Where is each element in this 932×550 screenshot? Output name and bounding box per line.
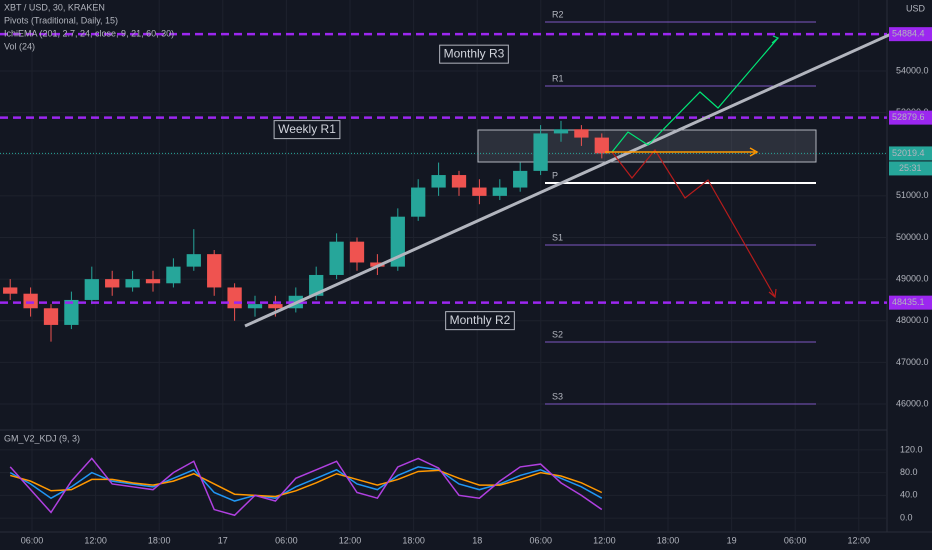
candle-body — [431, 175, 446, 188]
countdown: 25:31 — [899, 163, 922, 173]
y-tick-label: 47000.0 — [896, 357, 929, 367]
candle-body — [411, 187, 426, 217]
level-label: Monthly R3 — [444, 46, 505, 60]
x-tick-label: 06:00 — [275, 535, 298, 545]
currency: USD — [906, 3, 926, 13]
pivot-label: S3 — [552, 391, 563, 401]
candle-body — [186, 254, 201, 267]
bear-arrow — [768, 288, 777, 299]
level-label-box — [273, 120, 341, 140]
x-tick-label: 12:00 — [848, 535, 871, 545]
price-tag-label: 52879.6 — [892, 112, 925, 122]
x-tick-label: 19 — [727, 535, 737, 545]
level-label-box — [445, 311, 515, 331]
candle-body — [43, 308, 59, 325]
trend-line — [244, 28, 901, 328]
kdj-pane — [9, 457, 603, 517]
kdj-title: GM_V2_KDJ (9, 3) — [4, 433, 80, 443]
y-tick-label: 51000.0 — [896, 190, 929, 200]
candle-body — [349, 241, 365, 263]
level-label: Weekly R1 — [278, 122, 336, 136]
x-tick-label: 17 — [218, 535, 228, 545]
price-tag — [889, 27, 932, 42]
x-tick-label: 12:00 — [339, 535, 362, 545]
pivot-label: R2 — [552, 9, 564, 19]
price-tag — [889, 146, 932, 161]
y-tick-label: 46000.0 — [896, 398, 929, 408]
x-tick-label: 12:00 — [593, 535, 616, 545]
bull-path — [611, 37, 779, 153]
candle-body — [329, 241, 344, 275]
candle-body — [23, 293, 38, 309]
candle-body — [268, 304, 283, 309]
indicator: Pivots (Traditional, Daily, 15) — [4, 15, 118, 25]
candle-body — [533, 133, 548, 171]
candle-body — [207, 254, 222, 288]
candle-body — [125, 279, 140, 288]
y-tick-label: 80.0 — [900, 467, 918, 477]
price-tag-label: 48435.1 — [892, 297, 925, 307]
range-box — [477, 129, 817, 163]
pivots: R2 R1 P S1 S2 S3 — [545, 9, 816, 405]
projection-arrow — [749, 147, 759, 157]
candle-body — [64, 299, 79, 325]
candle-body — [84, 279, 99, 300]
bear-path — [611, 148, 776, 298]
price-tag-label: 52019.4 — [892, 148, 925, 158]
candle-body — [472, 187, 487, 196]
indicator: IchiEMA (201, 2.7, 24, close, 9, 21, 60,… — [4, 28, 174, 38]
x-tick-label: 18:00 — [657, 535, 680, 545]
candle-body — [594, 137, 609, 154]
x-tick-label: 06:00 — [530, 535, 553, 545]
x-tick-label: 18:00 — [402, 535, 425, 545]
price-tag — [889, 110, 932, 125]
symbol: XBT / USD, 30, KRAKEN — [4, 2, 105, 12]
y-tick-label: 40.0 — [900, 490, 918, 500]
x-tick-label: 18 — [472, 535, 482, 545]
level-label: Monthly R2 — [450, 313, 511, 327]
candle-body — [145, 279, 161, 284]
candle-body — [492, 187, 507, 196]
pivot-label: S2 — [552, 329, 563, 339]
candle-body — [166, 266, 181, 284]
bull-arrow — [771, 35, 780, 44]
pivot-label: R1 — [552, 73, 564, 83]
x-tick-label: 18:00 — [148, 535, 171, 545]
y-tick-label: 54000.0 — [896, 65, 929, 75]
x-tick-label: 12:00 — [84, 535, 107, 545]
candle-body — [513, 170, 528, 188]
axes: 46000.0 47000.0 48000.0 49000.0 50000.0 51000… — [21, 27, 932, 545]
pivot-label: S1 — [552, 232, 563, 242]
candle-body — [3, 287, 18, 294]
candle-body — [451, 175, 467, 188]
countdown-tag — [889, 161, 932, 176]
y-tick-label: 49000.0 — [896, 274, 929, 284]
candle-body — [227, 287, 242, 309]
y-tick-label: 0.0 — [900, 512, 913, 522]
x-tick-label: 06:00 — [21, 535, 44, 545]
grid — [0, 0, 887, 532]
price-tag-label: 54884.4 — [892, 29, 925, 39]
y-tick-label: 120.0 — [900, 444, 923, 454]
x-tick-label: 06:00 — [784, 535, 807, 545]
indicator: Vol (24) — [4, 41, 35, 51]
candles — [0, 120, 887, 342]
level-label-box — [439, 44, 509, 64]
price-tag — [889, 295, 932, 310]
kdj-line — [9, 457, 603, 517]
candle-body — [553, 129, 569, 134]
levels: Monthly R3 Weekly R1 Monthly R2 — [0, 32, 887, 331]
pivot-label: P — [552, 170, 558, 180]
y-tick-label: 48000.0 — [896, 315, 929, 325]
candle-body — [105, 279, 120, 288]
candle-body — [247, 304, 263, 309]
y-tick-label: 50000.0 — [896, 232, 929, 242]
candle-body — [574, 129, 589, 138]
